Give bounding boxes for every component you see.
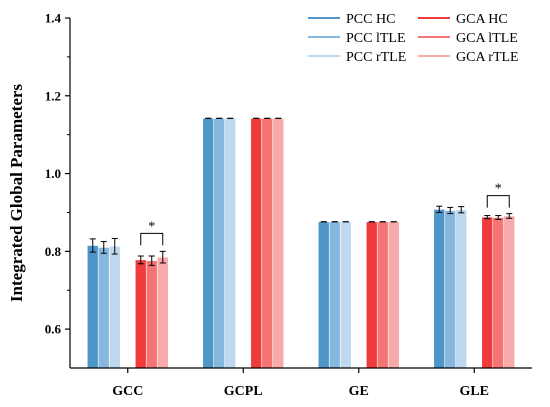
y-ticks: 0.6 0.8 1.0 1.2 1.4	[45, 11, 70, 337]
bar	[156, 256, 169, 369]
significance-bracket	[140, 232, 164, 246]
bar	[328, 221, 341, 369]
legend-label: PCC rTLE	[346, 50, 406, 65]
bar	[492, 217, 505, 369]
significance-star: *	[495, 182, 502, 197]
bar	[503, 215, 516, 369]
bar	[134, 259, 147, 369]
bar	[365, 221, 378, 369]
legend-label: PCC lTLE	[346, 31, 406, 46]
x-ticks: GCC GCPL GE GLE	[112, 368, 489, 399]
bar	[339, 221, 352, 369]
y-tick-label: 0.6	[45, 322, 62, 337]
y-tick-label: 1.2	[45, 88, 61, 103]
bar	[317, 221, 330, 369]
bar	[97, 247, 110, 369]
bar	[261, 118, 274, 369]
legend-label: GCA rTLE	[456, 50, 519, 65]
bar	[224, 118, 237, 369]
y-tick-label: 1.0	[45, 166, 61, 181]
significance-bracket	[486, 195, 510, 208]
bar	[250, 118, 263, 369]
legend: PCC HC PCC lTLE PCC rTLE GCA HC GCA lTLE GCA …	[308, 12, 519, 65]
x-tick-label: GCPL	[224, 384, 263, 399]
y-tick-label: 1.4	[45, 11, 62, 26]
axes	[69, 18, 532, 369]
significance-star: *	[148, 219, 155, 234]
bar	[444, 210, 457, 369]
x-tick-label: GE	[349, 384, 369, 399]
bar	[272, 118, 285, 369]
bar	[387, 221, 400, 369]
x-tick-label: GCC	[112, 384, 143, 399]
y-tick-label: 0.8	[45, 244, 62, 259]
bar	[145, 260, 158, 369]
bar	[202, 118, 215, 369]
x-tick-label: GLE	[459, 384, 489, 399]
bar	[481, 216, 494, 369]
bar	[455, 209, 468, 369]
bar	[213, 118, 226, 369]
plot-area: **	[86, 117, 516, 369]
bar	[433, 209, 446, 369]
bar	[86, 245, 99, 369]
bar	[376, 221, 389, 369]
legend-label: GCA HC	[456, 12, 508, 27]
legend-label: PCC HC	[346, 12, 395, 27]
legend-label: GCA lTLE	[456, 31, 518, 46]
y-axis-title: Integrated Global Parameters	[7, 84, 26, 302]
bar	[108, 245, 121, 369]
